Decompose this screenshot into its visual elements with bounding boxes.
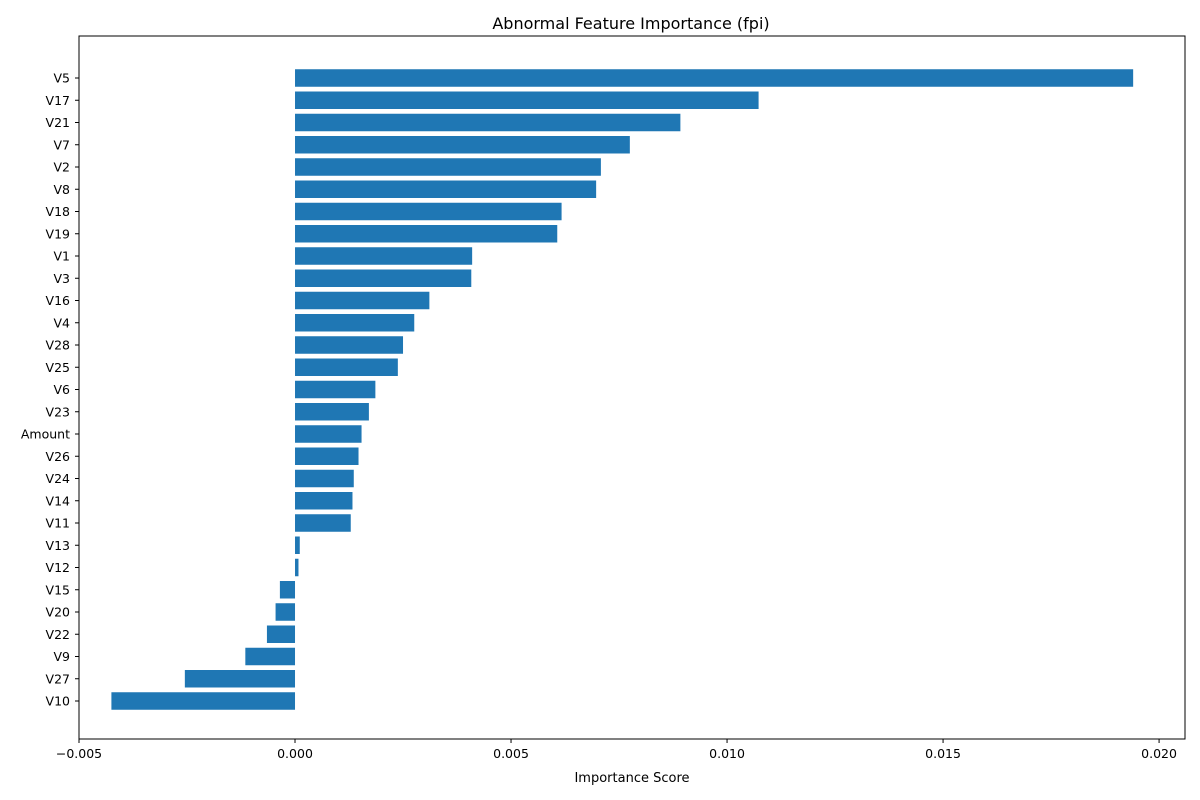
bar-v27 [184, 670, 296, 688]
bar-v18 [295, 202, 562, 221]
x-tick-label: −0.005 [56, 746, 102, 761]
x-tick-label: 0.015 [925, 746, 961, 761]
bar-v14 [295, 492, 353, 510]
bar-v13 [295, 536, 300, 554]
bar-v17 [295, 91, 759, 109]
y-tick-label: V24 [46, 471, 71, 486]
y-tick-label: V25 [46, 360, 70, 375]
y-axis: V5 V17 V21 V7 V2 V8 V18 V19 V1 V3 V16 V4 V28 V25 V6 V23… [21, 71, 79, 709]
y-tick-label: V23 [46, 404, 70, 419]
y-tick-label: V10 [46, 694, 71, 709]
bar-v5 [295, 69, 1134, 87]
y-tick-label: V18 [46, 204, 71, 219]
bar-v26 [295, 447, 359, 465]
y-tick-label: V26 [46, 449, 71, 464]
y-tick-label: V4 [53, 315, 70, 330]
y-tick-label: V3 [53, 271, 70, 286]
chart-title: Abnormal Feature Importance (fpi) [492, 14, 769, 33]
bar-v8 [295, 180, 597, 198]
bars-group [111, 69, 1134, 710]
bar-amount [295, 425, 362, 443]
y-tick-label: V16 [46, 293, 71, 308]
bar-v20 [275, 603, 296, 621]
x-axis-label: Importance Score [574, 771, 689, 786]
y-tick-label: V15 [46, 582, 70, 597]
bar-v21 [295, 113, 681, 132]
y-tick-label: V2 [53, 160, 70, 175]
bar-v16 [295, 291, 430, 310]
bar-v19 [295, 225, 558, 243]
y-tick-label: V13 [46, 538, 70, 553]
y-tick-label: V1 [53, 249, 70, 264]
bar-v6 [295, 380, 376, 399]
y-tick-label: V7 [53, 137, 70, 152]
y-tick-label: Amount [21, 427, 70, 442]
bar-v22 [266, 625, 296, 643]
bar-v9 [245, 647, 296, 666]
bar-v1 [295, 247, 473, 265]
bar-v3 [295, 269, 472, 287]
y-tick-label: V27 [46, 671, 70, 686]
x-tick-label: 0.000 [277, 746, 313, 761]
y-tick-label: V19 [46, 226, 71, 241]
y-tick-label: V6 [53, 382, 70, 397]
y-tick-label: V14 [46, 493, 71, 508]
bar-v24 [295, 469, 354, 488]
x-tick-label: 0.005 [493, 746, 529, 761]
bar-v11 [295, 514, 351, 532]
y-tick-label: V5 [53, 71, 70, 86]
bar-v10 [111, 692, 296, 710]
bar-v12 [295, 558, 299, 577]
y-tick-label: V12 [46, 560, 70, 575]
y-tick-label: V17 [46, 93, 70, 108]
plot-frame [78, 35, 1186, 740]
y-tick-label: V21 [46, 115, 70, 130]
y-tick-label: V28 [46, 338, 71, 353]
y-tick-label: V11 [46, 516, 70, 531]
x-tick-label: 0.020 [1141, 746, 1177, 761]
y-tick-label: V22 [46, 627, 70, 642]
bar-v28 [295, 336, 404, 354]
bar-v4 [295, 314, 415, 332]
y-tick-label: V8 [53, 182, 70, 197]
x-tick-label: 0.010 [709, 746, 745, 761]
bar-v23 [295, 403, 369, 421]
bar-v7 [295, 136, 630, 154]
x-axis: −0.005 0.000 0.005 0.010 0.015 0.020 [56, 739, 1177, 761]
bar-v2 [295, 158, 601, 176]
bar-v15 [279, 581, 296, 599]
y-tick-label: V20 [46, 605, 71, 620]
bar-v25 [295, 358, 398, 376]
y-tick-label: V9 [53, 649, 70, 664]
